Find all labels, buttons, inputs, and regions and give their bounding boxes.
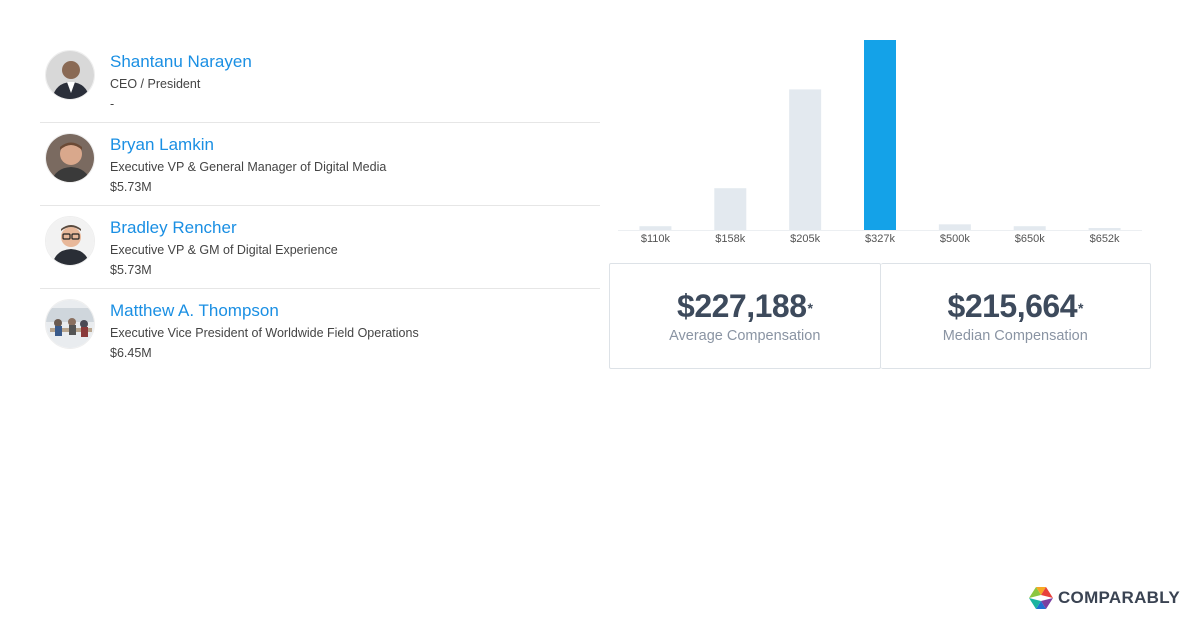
person-title: Executive VP & General Manager of Digita… xyxy=(110,160,387,174)
comparably-logo-icon xyxy=(1028,587,1053,609)
chart-tick-label: $650k xyxy=(1015,233,1045,245)
brand-name: COMPARABLY xyxy=(1057,588,1180,607)
chart-tick-label: $652k xyxy=(1090,233,1120,245)
chart-tick-label: $205k xyxy=(790,233,820,245)
average-compensation-label: Average Compensation xyxy=(669,328,821,344)
executive-list: Shantanu Narayen CEO / President - Bryan… xyxy=(40,40,600,372)
footnote-mark: * xyxy=(807,300,813,316)
compensation-histogram: $110k $158k $205k $327k $500k $650k $652k xyxy=(618,40,1142,245)
person-row[interactable]: Bryan Lamkin Executive VP & General Mana… xyxy=(40,123,600,206)
chart-bar[interactable] xyxy=(938,224,971,230)
median-compensation-card: $215,664* Median Compensation xyxy=(880,263,1151,369)
person-name[interactable]: Bradley Rencher xyxy=(110,218,237,237)
chart-tick-label: $500k xyxy=(940,233,970,245)
person-compensation: $5.73M xyxy=(110,263,152,277)
compensation-stats: $227,188* Average Compensation $215,664*… xyxy=(609,263,1151,369)
chart-bar[interactable] xyxy=(789,89,822,231)
footnote-mark: * xyxy=(1078,300,1083,316)
person-compensation: $5.73M xyxy=(110,180,152,194)
person-name[interactable]: Matthew A. Thompson xyxy=(110,301,279,320)
chart-bar[interactable] xyxy=(864,40,896,230)
median-compensation-label: Median Compensation xyxy=(942,328,1088,344)
avatar xyxy=(45,50,95,100)
person-name[interactable]: Shantanu Narayen xyxy=(110,52,252,71)
person-compensation: - xyxy=(110,97,115,111)
person-name[interactable]: Bryan Lamkin xyxy=(110,135,214,154)
average-compensation-card: $227,188* Average Compensation xyxy=(609,263,881,369)
chart-tick-label: $158k xyxy=(715,233,745,245)
chart-bar[interactable] xyxy=(1013,226,1046,230)
person-compensation: $6.45M xyxy=(110,346,152,360)
chart-bar[interactable] xyxy=(714,188,747,230)
avatar xyxy=(45,133,95,183)
comparably-logo[interactable]: COMPARABLY xyxy=(1028,586,1180,610)
chart-bar[interactable] xyxy=(639,226,672,230)
person-title: Executive Vice President of Worldwide Fi… xyxy=(110,326,419,340)
chart-bar[interactable] xyxy=(1088,228,1121,230)
person-title: Executive VP & GM of Digital Experience xyxy=(110,243,338,257)
chart-tick-label: $110k xyxy=(641,233,671,245)
person-row[interactable]: Shantanu Narayen CEO / President - xyxy=(40,40,600,123)
person-row[interactable]: Matthew A. Thompson Executive Vice Presi… xyxy=(40,289,600,372)
average-compensation-value: $227,188* xyxy=(677,288,813,324)
person-title: CEO / President xyxy=(110,77,201,91)
avatar xyxy=(45,216,95,266)
chart-tick-label: $327k xyxy=(865,233,895,245)
person-row[interactable]: Bradley Rencher Executive VP & GM of Dig… xyxy=(40,206,600,289)
median-compensation-value: $215,664* xyxy=(947,288,1084,324)
avatar xyxy=(45,299,95,349)
